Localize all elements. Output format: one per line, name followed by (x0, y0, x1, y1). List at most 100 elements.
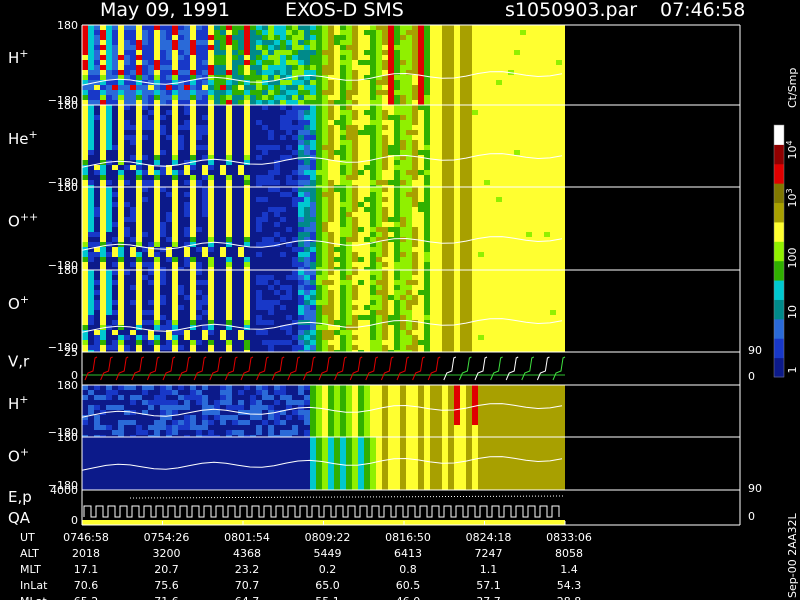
spectrogram-cell (412, 185, 418, 187)
spectrogram-cell (220, 192, 226, 197)
spectrogram-cell (364, 262, 370, 267)
spectrogram-cell (340, 140, 346, 145)
spectrogram-cell (136, 340, 142, 345)
spectrogram-cell (496, 212, 502, 217)
spectrogram-cell (298, 100, 304, 105)
spectrogram-cell (310, 160, 316, 165)
spectrogram-cell (328, 40, 334, 45)
spectrogram-cell (280, 340, 286, 345)
spectrogram-cell (166, 305, 172, 310)
spectrogram-cell (358, 30, 364, 35)
spectrogram-cell (406, 65, 412, 70)
spectrogram-cell (334, 175, 340, 180)
spectrogram-cell (364, 242, 370, 247)
spectrogram-cell (364, 237, 370, 242)
spectrogram-cell (424, 90, 430, 95)
spectrogram-cell (106, 145, 112, 150)
spectrogram-cell (352, 305, 358, 310)
spectrogram-cell (232, 212, 238, 217)
spectrogram-cell (100, 350, 106, 352)
spectrogram-cell (82, 75, 88, 80)
spectrogram-cell (430, 262, 436, 267)
spectrogram-cell (352, 165, 358, 170)
spectrogram-cell (196, 110, 202, 115)
spectrogram-cell (262, 80, 268, 85)
spectrogram-cell (250, 40, 256, 45)
spectrogram-cell (226, 35, 232, 40)
spectrogram-cell (406, 315, 412, 320)
spectrogram-cell (358, 212, 364, 217)
spectrogram-cell (136, 202, 142, 207)
spectrogram-cell (322, 90, 328, 95)
spectrogram-cell (322, 325, 328, 330)
spectrogram-cell (436, 247, 442, 252)
spectrogram-cell (430, 110, 436, 115)
spectrogram-cell (262, 90, 268, 95)
spectrogram-cell (106, 335, 112, 340)
spectrogram-cell (418, 95, 424, 100)
spectrogram-cell (238, 262, 244, 267)
spectrogram-cell (208, 197, 214, 202)
spectrogram-cell (430, 140, 436, 145)
spectrogram-cell (178, 160, 184, 165)
spectrogram-cell (400, 305, 406, 310)
spectrogram-cell (346, 115, 352, 120)
spectrogram-cell (310, 315, 316, 320)
spectrogram-cell (202, 180, 208, 185)
spectrogram-cell (340, 207, 346, 212)
spectrogram-cell (478, 207, 484, 212)
spectrogram-cell (172, 192, 178, 197)
spectrogram-cell (106, 340, 112, 345)
spectrogram-cell (94, 60, 100, 65)
spectrogram-cell (538, 170, 544, 175)
spectrogram-cell (562, 155, 565, 160)
spectrogram-cell (304, 40, 310, 45)
spectrogram-cell (250, 55, 256, 60)
spectrogram-cell (526, 115, 532, 120)
spectrogram-cell (148, 227, 154, 232)
spectrogram-cell (286, 110, 292, 115)
spectrogram-cell (136, 55, 142, 60)
spectrogram-cell (184, 340, 190, 345)
spectrogram-cell (232, 280, 238, 285)
spectrogram-cell (436, 25, 442, 30)
spectrogram-cell (316, 55, 322, 60)
spectrogram-cell (466, 165, 472, 170)
spectrogram-cell (112, 95, 118, 100)
spectrogram-cell (262, 227, 268, 232)
spectrogram-cell (154, 170, 160, 175)
spectrogram-cell (202, 25, 208, 30)
spectrogram-cell (292, 187, 298, 192)
spectrogram-cell (214, 45, 220, 50)
spectrogram-cell (412, 70, 418, 75)
spectrogram-cell (226, 257, 232, 262)
spectrogram-cell (262, 65, 268, 70)
spectrogram-cell (136, 257, 142, 262)
spectrogram-cell (370, 267, 376, 270)
spectrogram-cell (82, 252, 88, 257)
spectrogram-cell (286, 330, 292, 335)
spectrogram-cell (94, 262, 100, 267)
spectrogram-cell (298, 125, 304, 130)
spectrogram-cell (118, 275, 124, 280)
spectrogram-cell (418, 145, 424, 150)
spectrogram-cell (190, 145, 196, 150)
spectrogram-cell (154, 202, 160, 207)
spectrogram-cell (142, 212, 148, 217)
spectrogram-cell (394, 50, 400, 55)
spectrogram-cell (232, 70, 238, 75)
spectrogram-cell (352, 222, 358, 227)
spectrogram-cell (322, 55, 328, 60)
spectrogram-cell (112, 345, 118, 350)
spectrogram-cell (490, 165, 496, 170)
spectrogram-cell (142, 325, 148, 330)
spectrogram-cell (484, 65, 490, 70)
spectrogram-cell (190, 125, 196, 130)
spectrogram-cell (400, 310, 406, 315)
spectrogram-cell (118, 145, 124, 150)
spectrogram-cell (280, 90, 286, 95)
spectrogram-cell (244, 175, 250, 180)
spectrogram-cell (454, 185, 460, 187)
spectrogram-cell (286, 70, 292, 75)
spectrogram-cell (472, 115, 478, 120)
